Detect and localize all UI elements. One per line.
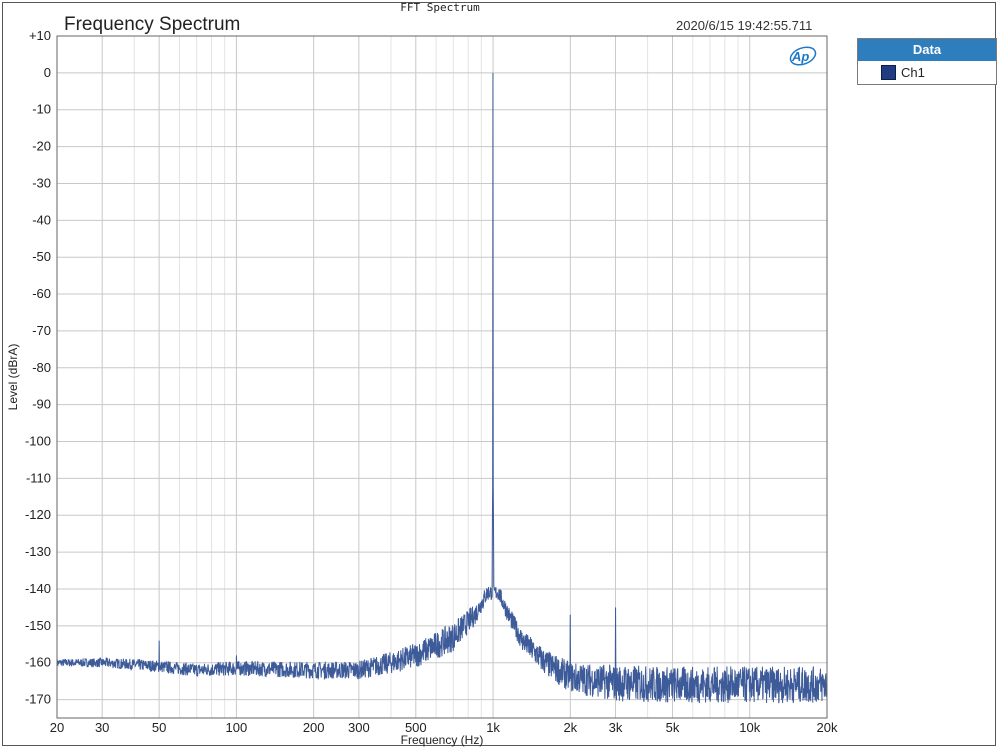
y-tick-label: -170 [25, 692, 51, 707]
y-tick-label: -140 [25, 581, 51, 596]
x-tick-label: 2k [563, 720, 577, 735]
y-tick-label: -10 [32, 102, 51, 117]
y-tick-label: -30 [32, 175, 51, 190]
series-line-ch1 [56, 72, 828, 704]
chart-title: Frequency Spectrum [64, 14, 241, 35]
y-tick-label: -160 [25, 655, 51, 670]
y-tick-label: -50 [32, 249, 51, 264]
y-tick-label: -90 [32, 397, 51, 412]
grid [56, 35, 828, 718]
legend-item-label: Ch1 [901, 64, 925, 80]
x-tick-label: 5k [666, 720, 680, 735]
y-tick-label: -80 [32, 360, 51, 375]
y-tick-label: -120 [25, 507, 51, 522]
y-tick-label: +10 [29, 28, 51, 43]
x-axis-label: Frequency (Hz) [401, 733, 484, 747]
legend-header: Data [858, 39, 996, 61]
y-tick-label: -40 [32, 212, 51, 227]
x-tick-label: 20 [50, 720, 64, 735]
x-tick-label: 500 [405, 720, 427, 735]
x-tick-label: 1k [486, 720, 500, 735]
legend-swatch [881, 64, 896, 80]
x-tick-label: 300 [348, 720, 370, 735]
y-tick-label: -110 [26, 470, 51, 485]
y-axis-label: Level (dBrA) [6, 344, 20, 411]
y-tick-label: -20 [32, 139, 51, 154]
x-tick-labels: 20 30 50 100 200 300 500 1k 2k 3k 5k 10k 20k [50, 720, 838, 735]
legend-item-ch1[interactable]: Ch1 [858, 61, 996, 83]
window-title: FFT Spectrum [400, 1, 480, 14]
x-tick-label: 3k [609, 720, 623, 735]
x-tick-label: 10k [739, 720, 760, 735]
legend: Data Ch1 [857, 38, 997, 85]
y-tick-label: -150 [25, 618, 51, 633]
ap-logo-icon: Ap [789, 46, 817, 66]
ap-logo-text: Ap [791, 49, 809, 64]
x-tick-label: 30 [95, 720, 109, 735]
x-tick-label: 100 [226, 720, 248, 735]
y-tick-label: -70 [32, 323, 51, 338]
y-tick-labels: +10 0 -10 -20 -30 -40 -50 -60 -70 -80 -90 -100 -110 -… [25, 28, 51, 707]
y-tick-label: 0 [44, 65, 51, 80]
x-tick-label: 20k [817, 720, 838, 735]
plot-border [56, 35, 828, 719]
y-tick-label: -100 [25, 434, 51, 449]
y-tick-label: -130 [25, 544, 51, 559]
y-tick-label: -60 [32, 286, 51, 301]
x-tick-label: 200 [303, 720, 325, 735]
x-tick-label: 50 [152, 720, 166, 735]
timestamp: 2020/6/15 19:42:55.711 [676, 18, 813, 33]
